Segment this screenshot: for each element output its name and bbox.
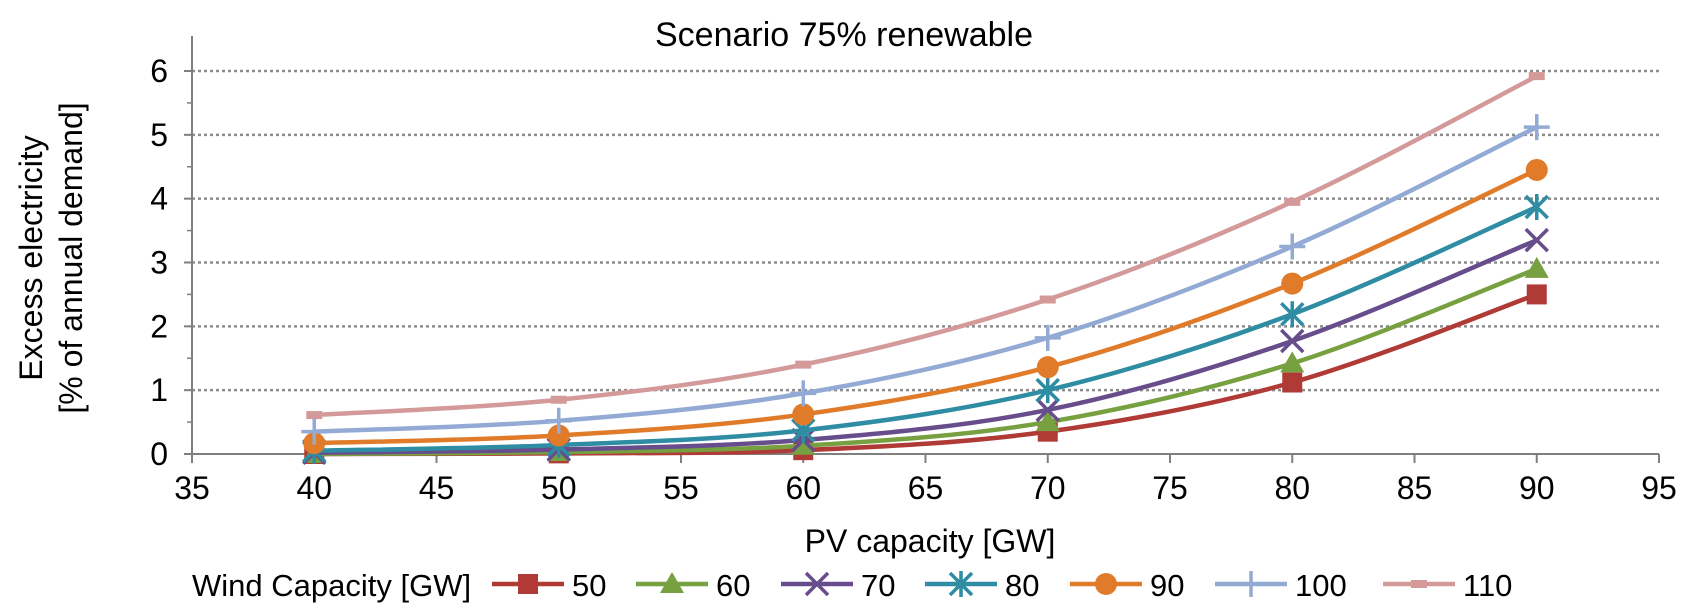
- data-point-60: [1280, 351, 1305, 373]
- y-tick-labels: 0 1 2 3 4 5 6: [150, 53, 168, 472]
- series-100: [301, 114, 1550, 445]
- series-110: [306, 72, 1545, 420]
- data-point-70: [1524, 227, 1549, 253]
- legend-label: 90: [1150, 568, 1184, 603]
- x-tick-label: 95: [1641, 470, 1677, 506]
- legend-title: Wind Capacity [GW]: [192, 568, 471, 603]
- y-tick-label: 1: [150, 372, 168, 408]
- x-tick-label: 55: [663, 470, 699, 506]
- legend-entry-110: 110: [1383, 568, 1512, 603]
- legend-entry-50: 50: [492, 568, 606, 603]
- data-point-50: [1526, 284, 1547, 305]
- series-70: [302, 227, 1549, 465]
- legend-marker: [804, 571, 830, 597]
- data-point-70: [1280, 328, 1305, 354]
- y-tick-label: 6: [150, 53, 168, 89]
- y-tick-label: 2: [150, 308, 168, 344]
- axes: [184, 36, 1660, 463]
- series-90: [303, 158, 1548, 455]
- legend-label: 100: [1295, 568, 1347, 603]
- legend-marker: [1411, 580, 1427, 588]
- series-line-110: [312, 73, 1539, 418]
- data-point-60: [1524, 256, 1549, 278]
- data-point-100: [545, 407, 572, 434]
- x-tick-label: 35: [174, 470, 210, 506]
- legend-marker: [518, 574, 538, 594]
- data-point-90: [792, 403, 815, 426]
- gridlines: [192, 69, 1659, 392]
- x-tick-label: 60: [785, 470, 821, 506]
- x-tick-label: 90: [1519, 470, 1555, 506]
- legend-label: 70: [861, 568, 895, 603]
- y-axis-label-line-1: Excess electricity: [13, 135, 49, 380]
- series-line-80: [312, 204, 1539, 454]
- x-tick-label: 65: [908, 470, 944, 506]
- legend-entry-100: 100: [1215, 568, 1347, 603]
- y-tick-label: 3: [150, 245, 168, 281]
- legend-label: 50: [572, 568, 606, 603]
- legend-entry-70: 70: [781, 568, 895, 603]
- legend-marker: [1238, 571, 1264, 597]
- data-point-80: [1035, 377, 1060, 404]
- y-axis-label-line-2: [% of annual demand]: [53, 102, 89, 413]
- data-point-60: [1035, 410, 1060, 432]
- x-tick-label: 40: [296, 470, 332, 506]
- legend: Wind Capacity [GW] 50 60 70 80 90 100 110: [192, 568, 1512, 603]
- legend-label: 80: [1005, 568, 1039, 603]
- data-point-70: [1035, 397, 1060, 423]
- legend-label: 110: [1463, 568, 1512, 603]
- data-point-110: [550, 395, 567, 404]
- x-tick-label: 50: [541, 470, 577, 506]
- data-point-110: [795, 360, 812, 369]
- data-point-50: [1282, 372, 1303, 393]
- data-point-110: [1039, 295, 1056, 304]
- data-point-80: [1280, 301, 1305, 328]
- chart-title: Scenario 75% renewable: [655, 16, 1033, 54]
- y-tick-label: 4: [150, 181, 168, 217]
- y-tick-label: 5: [150, 117, 168, 153]
- legend-entry-90: 90: [1070, 568, 1184, 603]
- series-line-60: [312, 266, 1539, 457]
- data-point-60: [791, 433, 816, 455]
- series-line-100: [312, 124, 1539, 434]
- series-line-90: [312, 167, 1539, 446]
- y-axis-label: Excess electricity [% of annual demand]: [13, 102, 89, 413]
- x-tick-labels: 35 40 45 50 55 60 65 70 75 80 85 90 95: [174, 470, 1677, 506]
- series-group: [301, 72, 1550, 465]
- x-tick-label: 85: [1397, 470, 1433, 506]
- x-tick-label: 80: [1274, 470, 1310, 506]
- series-line-70: [312, 237, 1539, 455]
- data-point-110: [306, 411, 323, 420]
- data-point-100: [301, 418, 328, 445]
- x-tick-label: 45: [419, 470, 455, 506]
- data-point-100: [790, 380, 817, 407]
- data-point-90: [1281, 272, 1304, 295]
- legend-label: 60: [716, 568, 750, 603]
- data-point-110: [1284, 197, 1301, 206]
- data-point-90: [1525, 158, 1548, 181]
- data-point-90: [1036, 356, 1059, 379]
- y-tick-label: 0: [150, 436, 168, 472]
- data-point-100: [1279, 233, 1306, 260]
- data-point-110: [1528, 72, 1545, 81]
- x-tick-label: 70: [1030, 470, 1066, 506]
- legend-marker: [1095, 573, 1117, 595]
- data-point-80: [1524, 193, 1549, 220]
- legend-entry-80: 80: [925, 568, 1039, 603]
- legend-entry-60: 60: [636, 568, 750, 603]
- series-60: [302, 256, 1549, 463]
- legend-marker: [948, 571, 974, 597]
- data-point-90: [547, 424, 570, 447]
- legend-marker: [660, 572, 684, 593]
- x-axis-label: PV capacity [GW]: [805, 523, 1056, 559]
- data-point-100: [1034, 324, 1061, 351]
- data-point-100: [1523, 114, 1550, 141]
- x-tick-label: 75: [1152, 470, 1188, 506]
